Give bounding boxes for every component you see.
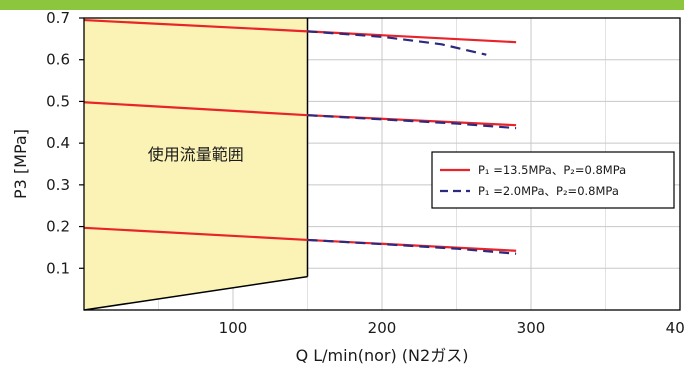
y-axis-ticks: 0.1 0.2 0.3 0.4 0.5 0.6 0.7 xyxy=(46,9,84,277)
x-tick-label: 200 xyxy=(368,319,397,337)
legend: P₁ =13.5MPa、P₂=0.8MPa P₁ =2.0MPa、P₂=0.8M… xyxy=(431,151,675,209)
usable-flow-region xyxy=(84,18,308,310)
y-tick-label: 0.3 xyxy=(46,176,70,194)
x-axis-title: Q L/min(nor) (N2ガス) xyxy=(296,346,469,365)
y-tick-label: 0.1 xyxy=(46,259,70,277)
series-lines xyxy=(83,18,517,255)
series-2-line-3 xyxy=(307,238,517,255)
y-axis-title: P3 [MPa] xyxy=(11,129,30,199)
x-tick-label: 300 xyxy=(517,319,546,337)
series-2-line-2 xyxy=(307,114,517,130)
y-tick-label: 0.2 xyxy=(46,218,70,236)
y-tick-label: 0.7 xyxy=(46,9,70,27)
legend-label-series-1: P₁ =13.5MPa、P₂=0.8MPa xyxy=(478,163,626,177)
usable-flow-region-edge xyxy=(83,275,308,311)
plot-frame xyxy=(83,17,681,311)
y-tick-label: 0.4 xyxy=(46,134,70,152)
y-tick-label: 0.6 xyxy=(46,51,70,69)
y-tick-label: 0.5 xyxy=(46,92,70,110)
header-accent-bar xyxy=(0,0,684,10)
x-tick-label: 100 xyxy=(219,319,248,337)
series-1-line-1 xyxy=(83,18,517,44)
legend-label-series-2: P₁ =2.0MPa、P₂=0.8MPa xyxy=(478,184,619,198)
x-axis-ticks: 100 200 300 400 xyxy=(219,319,684,337)
usable-flow-region-label: 使用流量範囲 xyxy=(148,145,244,164)
series-2-line-1 xyxy=(307,30,487,56)
x-tick-label: 400 xyxy=(666,319,684,337)
legend-box xyxy=(431,151,675,209)
